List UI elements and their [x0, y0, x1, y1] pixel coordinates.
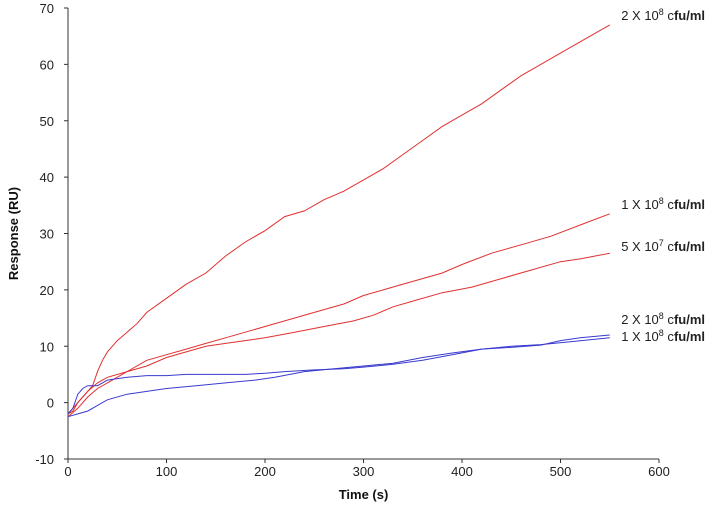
- x-tick-label: 300: [353, 464, 375, 479]
- y-tick-label: 30: [40, 227, 54, 242]
- y-tick-label: -10: [35, 452, 54, 467]
- y-tick-label: 50: [40, 114, 54, 129]
- x-tick-label: 600: [648, 464, 670, 479]
- y-tick-label: 60: [40, 57, 54, 72]
- series-line-4: [67, 334, 610, 415]
- x-tick-label: 100: [156, 464, 178, 479]
- x-tick-label: 400: [451, 464, 473, 479]
- series-label-4: 2 X 108 cfu/ml: [621, 311, 705, 327]
- series-line-5: [67, 337, 610, 418]
- y-tick-label: 20: [40, 283, 54, 298]
- series-label-3: 5 X 107 cfu/ml: [621, 238, 705, 254]
- series-lines: [67, 24, 611, 418]
- axes: -10 0 10 20 30 40 50 60 70 0 100 200 300 400 500 600: [35, 1, 670, 479]
- x-tick-label: 200: [254, 464, 276, 479]
- y-tick-label: 10: [40, 339, 54, 354]
- series-labels: 2 X 108 cfu/ml1 X 108 cfu/ml5 X 107 cfu/…: [621, 7, 705, 344]
- series-line-1: [67, 24, 611, 415]
- y-tick-label: 0: [47, 396, 54, 411]
- x-axis-title: Time (s): [339, 487, 389, 502]
- series-line-3: [67, 252, 610, 415]
- x-tick-label: 500: [550, 464, 572, 479]
- series-label-1: 2 X 108 cfu/ml: [621, 7, 705, 23]
- series-line-2: [67, 213, 610, 418]
- x-tick-label: 0: [64, 464, 71, 479]
- series-label-5: 1 X 108 cfu/ml: [621, 328, 705, 344]
- series-label-2: 1 X 108 cfu/ml: [621, 196, 705, 212]
- y-tick-label: 70: [40, 1, 54, 16]
- y-tick-label: 40: [40, 170, 54, 185]
- y-axis-title: Response (RU): [6, 187, 21, 280]
